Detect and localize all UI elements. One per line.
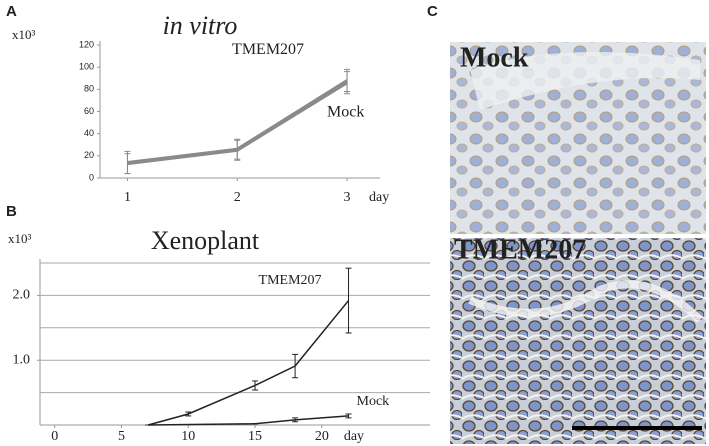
image-label: TMEM207 (454, 234, 586, 265)
x-tick-label: 5 (118, 429, 125, 444)
series-line (147, 300, 350, 426)
series-label: Mock (327, 103, 364, 120)
x-axis-label: day (369, 190, 389, 205)
y-tick-label: 100 (79, 62, 94, 72)
y-tick-label: 40 (84, 128, 94, 138)
x-tick-label: 1 (124, 190, 131, 205)
x-tick-label: 10 (181, 429, 195, 444)
panel-letter: C (427, 3, 438, 20)
y-tick-label: 80 (84, 84, 94, 94)
x-tick-label: 20 (315, 429, 329, 444)
panel-letter: B (6, 203, 17, 220)
y-tick-label: 0 (89, 172, 94, 182)
y-tick-label: 60 (84, 106, 94, 116)
x-tick-label: 3 (344, 190, 351, 205)
x-tick-label: 2 (234, 190, 241, 205)
panel-letter: A (6, 3, 17, 20)
x-tick-label: 0 (51, 429, 58, 444)
series-label: TMEM207 (259, 273, 322, 288)
chart-title: in vitro (163, 11, 238, 40)
series-label: Mock (357, 394, 390, 409)
series-line (127, 81, 348, 166)
x-tick-label: 15 (248, 429, 262, 444)
micrograph (450, 238, 706, 444)
y-tick-label: 2.0 (13, 288, 31, 303)
tissue-region (468, 280, 703, 323)
y-tick-label: 20 (84, 150, 94, 160)
x-axis-label: day (344, 429, 364, 444)
y-unit: x10³ (8, 231, 32, 246)
y-unit: x10³ (12, 27, 36, 42)
y-tick-label: 120 (79, 39, 94, 49)
image-label: Mock (460, 42, 529, 73)
series-label: TMEM207 (232, 41, 304, 58)
chart-title: Xenoplant (151, 226, 260, 255)
tissue-region (470, 52, 700, 110)
y-tick-label: 1.0 (13, 352, 31, 367)
series-line (148, 415, 349, 426)
